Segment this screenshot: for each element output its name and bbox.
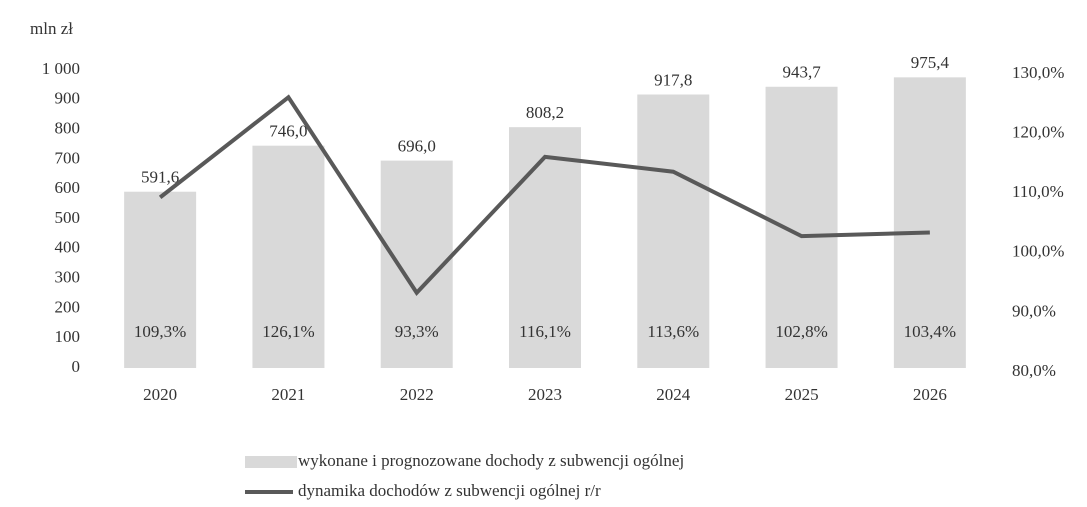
y-tick-label: 100 (55, 327, 81, 346)
line-value-label: 93,3% (395, 322, 439, 341)
line-value-label: 103,4% (904, 322, 956, 341)
line-value-label: 102,8% (775, 322, 827, 341)
y-tick-label: 500 (55, 208, 81, 227)
y-tick-label: 600 (55, 178, 81, 197)
x-tick-label: 2022 (400, 385, 434, 404)
legend-swatch (245, 456, 297, 468)
line-value-label: 126,1% (262, 322, 314, 341)
bar-value-label: 696,0 (398, 136, 436, 155)
y-tick-label: 700 (55, 148, 81, 167)
y-tick-label: 300 (55, 268, 81, 287)
y2-tick-label: 110,0% (1012, 182, 1064, 201)
legend-label: dynamika dochodów z subwencji ogólnej r/… (298, 481, 601, 500)
legend-label: wykonane i prognozowane dochody z subwen… (298, 451, 684, 470)
bar-value-label: 975,4 (911, 53, 950, 72)
y2-tick-label: 80,0% (1012, 361, 1056, 380)
line (158, 94, 930, 296)
y-tick-label: 900 (55, 89, 81, 108)
x-tick-label: 2024 (656, 385, 691, 404)
y-tick-label: 800 (55, 119, 81, 138)
bar (124, 191, 197, 368)
y2-tick-label: 90,0% (1012, 301, 1056, 320)
y-axis-label: mln zł (30, 19, 73, 38)
bar-value-label: 943,7 (782, 63, 821, 82)
x-tick-label: 2020 (143, 385, 177, 404)
bar-value-label: 808,2 (526, 103, 564, 122)
bar (765, 86, 838, 368)
y2-tick-label: 100,0% (1012, 242, 1064, 261)
bar (509, 127, 581, 368)
bar (380, 160, 453, 368)
line-value-label: 116,1% (519, 322, 571, 341)
bar (637, 94, 710, 368)
bar-value-label: 591,6 (141, 168, 179, 187)
line-value-label: 109,3% (134, 322, 186, 341)
y-tick-label: 0 (72, 357, 81, 376)
y-tick-label: 1 000 (42, 59, 80, 78)
x-tick-label: 2023 (528, 385, 562, 404)
x-tick-label: 2025 (785, 385, 819, 404)
x-tick-label: 2021 (271, 385, 305, 404)
y-tick-label: 400 (55, 238, 81, 257)
line-value-label: 113,6% (647, 322, 699, 341)
bar (252, 145, 325, 368)
bar-value-label: 917,8 (654, 70, 692, 89)
y2-tick-label: 120,0% (1012, 123, 1064, 142)
y2-tick-label: 130,0% (1012, 63, 1064, 82)
bar-value-label: 746,0 (269, 122, 307, 141)
bar (893, 77, 966, 368)
x-tick-label: 2026 (913, 385, 947, 404)
y-tick-label: 200 (55, 297, 81, 316)
